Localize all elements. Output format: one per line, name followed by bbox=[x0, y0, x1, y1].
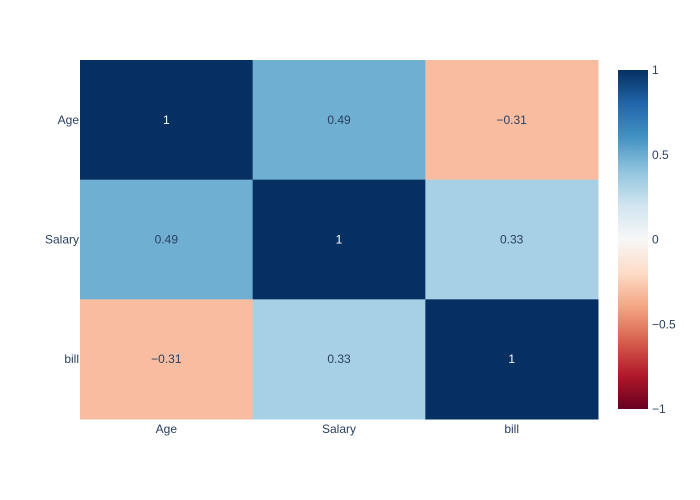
colorbar-tick-label: 1 bbox=[652, 63, 659, 77]
heatmap-cell-age-bill bbox=[425, 60, 599, 181]
heatmap-cell-bill-bill bbox=[425, 299, 599, 420]
x-tick-label: Age bbox=[156, 422, 178, 436]
x-tick-label: bill bbox=[504, 422, 519, 436]
colorbar-tick-label: −0.5 bbox=[652, 317, 676, 331]
heatmap-cell-value: 1 bbox=[336, 233, 343, 247]
heatmap-cell-salary-bill bbox=[425, 179, 599, 300]
colorbar-tick-label: −1 bbox=[652, 402, 666, 416]
colorbar-gradient bbox=[618, 70, 648, 409]
y-tick-label: bill bbox=[64, 352, 79, 366]
heatmap-cell-age-salary bbox=[252, 60, 426, 181]
heatmap-cell-value: 1 bbox=[163, 113, 170, 127]
colorbar-tick-labels: 1 0.5 0 −0.5 −1 bbox=[652, 63, 676, 416]
heatmap-cell-value: 0.33 bbox=[327, 352, 351, 366]
y-axis-tick-labels: Age Salary bill bbox=[45, 113, 79, 366]
colorbar-tick-label: 0 bbox=[652, 233, 659, 247]
heatmap-cell-value: 0.49 bbox=[327, 113, 351, 127]
colorbar bbox=[618, 70, 648, 409]
heatmap-cell-value: 0.49 bbox=[155, 233, 179, 247]
heatmap-cell-bill-salary bbox=[252, 299, 426, 420]
y-tick-label: Salary bbox=[45, 233, 79, 247]
heatmap-cell-labels: 1 0.49 −0.31 0.49 1 0.33 −0.31 0.33 1 bbox=[151, 113, 527, 366]
x-axis-tick-labels: Age Salary bill bbox=[156, 422, 519, 436]
heatmap-cell-age-age bbox=[80, 60, 254, 181]
heatmap-cell-bill-age bbox=[80, 299, 254, 420]
heatmap-cell-value: −0.31 bbox=[496, 113, 527, 127]
heatmap-cell-salary-age bbox=[80, 179, 254, 300]
y-tick-label: Age bbox=[58, 113, 80, 127]
heatmap-cell-value: 1 bbox=[508, 352, 515, 366]
heatmap-cell-value: 0.33 bbox=[500, 233, 524, 247]
colorbar-tick-label: 0.5 bbox=[652, 148, 669, 162]
heatmap-cell-salary-salary bbox=[252, 179, 426, 300]
heatmap-cells bbox=[80, 60, 599, 420]
x-tick-label: Salary bbox=[322, 422, 356, 436]
heatmap-cell-value: −0.31 bbox=[151, 352, 182, 366]
